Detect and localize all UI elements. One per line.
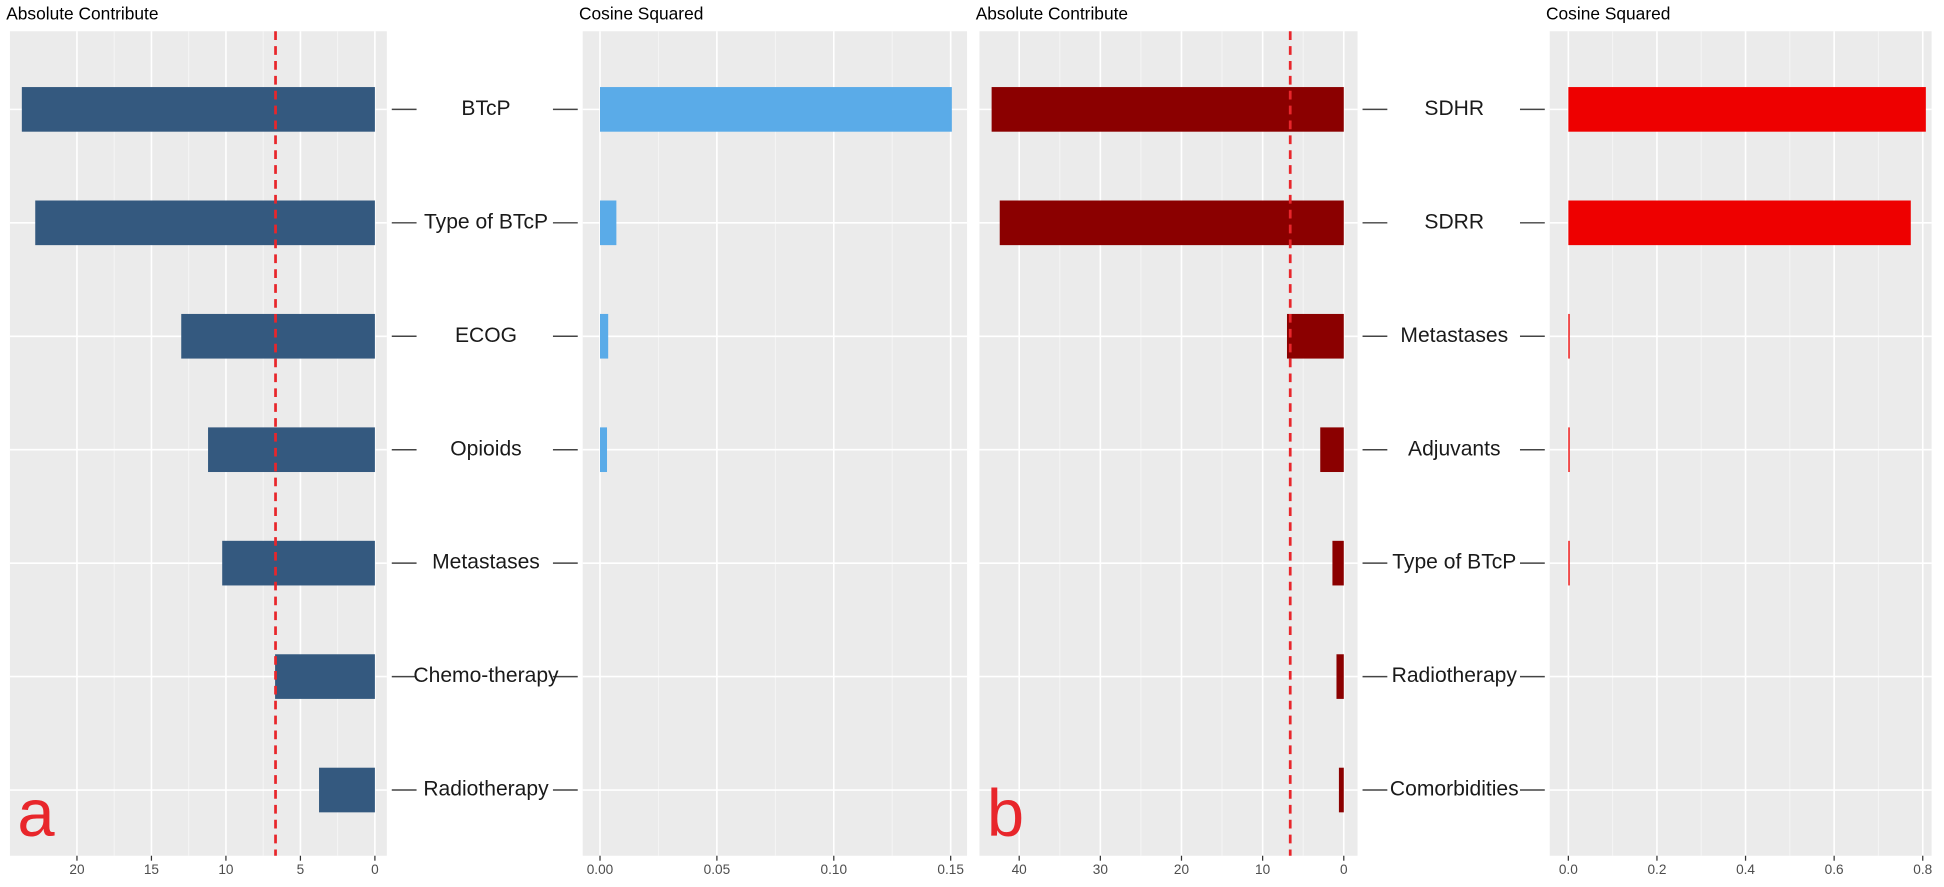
- x-tick-label: 0.10: [821, 862, 848, 877]
- x-tick-label: 40: [1012, 862, 1028, 877]
- x-tick-label: 10: [1255, 862, 1271, 877]
- panel-title: Absolute Contribute: [6, 4, 158, 24]
- x-tick-label: 10: [218, 862, 234, 877]
- x-tick-label: 5: [297, 862, 305, 877]
- bar: [275, 654, 375, 699]
- bar: [1568, 427, 1570, 473]
- x-tick-label: 15: [144, 862, 159, 877]
- bar: [181, 313, 375, 359]
- category-label: Opioids: [450, 437, 521, 460]
- bar: [1320, 427, 1344, 473]
- category-label: Chemo-therapy: [413, 664, 559, 687]
- panel-title: Absolute Contribute: [976, 4, 1128, 24]
- panel-letter: a: [17, 776, 55, 851]
- bar: [208, 427, 375, 473]
- category-label: SDRR: [1424, 210, 1484, 233]
- x-tick-label: 0: [1340, 862, 1348, 877]
- bar: [1286, 313, 1344, 359]
- x-tick-label: 0.0: [1559, 862, 1578, 877]
- bar: [600, 87, 952, 132]
- bar: [21, 87, 375, 132]
- bar: [999, 200, 1344, 246]
- x-tick-label: 0.05: [704, 862, 731, 877]
- x-tick-label: 0.15: [937, 862, 964, 877]
- x-tick-label: 0: [371, 862, 379, 877]
- bar: [1568, 540, 1570, 586]
- category-label: Metastases: [432, 551, 540, 574]
- category-label: Radiotherapy: [423, 778, 549, 801]
- x-tick-label: 0.6: [1825, 862, 1844, 877]
- bar: [600, 313, 609, 359]
- category-label: ECOG: [455, 324, 517, 347]
- category-label: Adjuvants: [1408, 437, 1501, 460]
- bar: [1332, 540, 1344, 586]
- x-tick-label: 0.4: [1736, 862, 1755, 877]
- x-tick-label: 0.2: [1647, 862, 1666, 877]
- category-label: SDHR: [1424, 97, 1484, 120]
- x-tick-label: 20: [1174, 862, 1190, 877]
- bar: [1568, 313, 1570, 359]
- panel-background: [1549, 31, 1932, 856]
- bar: [35, 200, 375, 246]
- panel-background: [979, 31, 1358, 856]
- bar: [1338, 767, 1344, 813]
- bar: [222, 540, 375, 586]
- bar: [1336, 654, 1344, 699]
- bar: [600, 427, 608, 473]
- x-tick-label: 30: [1093, 862, 1109, 877]
- panel-title: Cosine Squared: [1546, 4, 1670, 24]
- category-label: Type of BTcP: [1392, 551, 1516, 574]
- bar: [1568, 87, 1926, 132]
- category-label: BTcP: [461, 97, 510, 120]
- x-tick-label: 0.00: [587, 862, 614, 877]
- bar: [1568, 200, 1911, 246]
- category-label: Metastases: [1400, 324, 1508, 347]
- category-label: Comorbidities: [1390, 778, 1519, 801]
- x-tick-label: 20: [69, 862, 85, 877]
- bar: [600, 200, 617, 246]
- bar: [991, 87, 1344, 132]
- category-label: Radiotherapy: [1392, 664, 1518, 687]
- panel-letter: b: [987, 776, 1024, 851]
- panel-title: Cosine Squared: [579, 4, 703, 24]
- bar: [319, 767, 375, 813]
- x-tick-label: 0.8: [1913, 862, 1932, 877]
- category-label: Type of BTcP: [424, 210, 548, 233]
